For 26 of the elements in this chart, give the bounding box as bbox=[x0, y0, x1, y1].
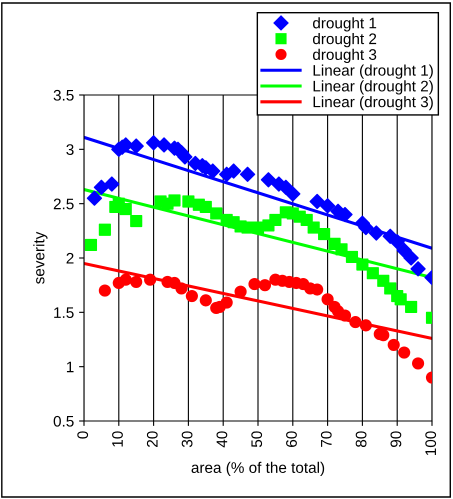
y-tick-label: 2.5 bbox=[54, 198, 74, 210]
legend-label: drought 2 bbox=[312, 32, 376, 48]
x-tick-label: 80 bbox=[356, 431, 366, 448]
legend-label: drought 1 bbox=[312, 17, 376, 32]
y-tick-label: 1.5 bbox=[54, 307, 74, 318]
legend-label: Linear (drought 2) bbox=[314, 80, 433, 95]
legend-label: Linear (drought 3) bbox=[314, 96, 433, 110]
legend-label: drought 3 bbox=[312, 48, 376, 64]
x-tick-label: 30 bbox=[182, 431, 192, 448]
x-tick-label: 0 bbox=[77, 431, 88, 439]
y-tick-label: 0.5 bbox=[54, 416, 74, 427]
y-tick-label: 1 bbox=[66, 362, 74, 372]
x-tick-label: 20 bbox=[146, 431, 158, 447]
x-tick-label: 100 bbox=[425, 431, 436, 456]
x-tick-label: 50 bbox=[251, 431, 262, 448]
x-tick-label: 10 bbox=[112, 431, 123, 447]
x-tick-label: 60 bbox=[286, 431, 297, 447]
x-tick-label: 90 bbox=[390, 431, 402, 447]
x-tick-label: 40 bbox=[216, 431, 228, 448]
x-axis-title: area (% of the total) bbox=[192, 462, 324, 476]
x-tick-label: 70 bbox=[320, 431, 332, 447]
y-tick-label: 3.5 bbox=[54, 90, 74, 101]
y-tick-label: 2 bbox=[66, 252, 74, 264]
legend-label: Linear (drought 1) bbox=[314, 64, 433, 79]
y-axis-title: severity bbox=[33, 232, 48, 284]
y-tick-label: 3 bbox=[66, 144, 74, 156]
